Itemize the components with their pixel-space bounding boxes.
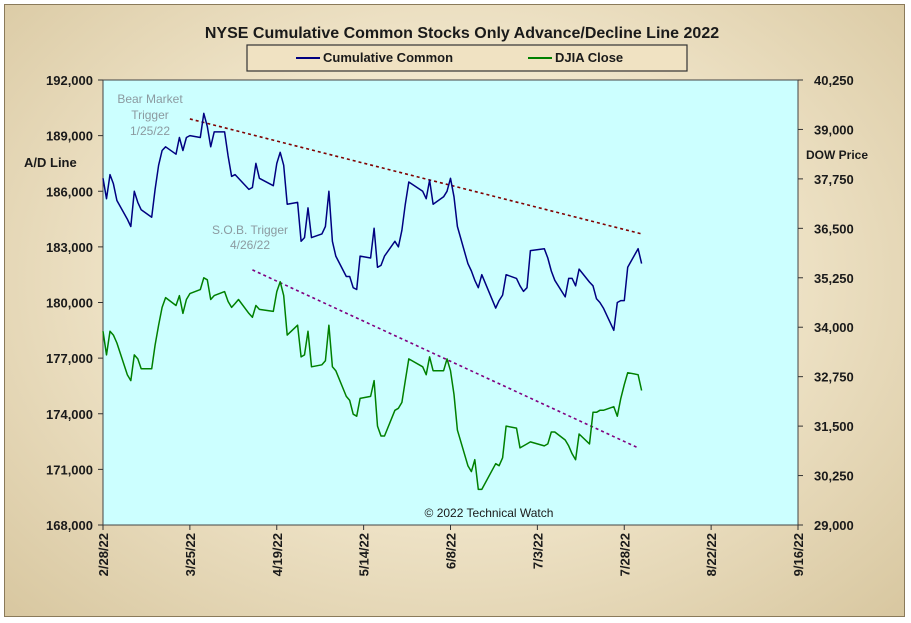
y-axis-label-right: DOW Price xyxy=(806,148,868,162)
x-tick-label: 4/19/22 xyxy=(270,533,285,576)
left-tick-label: 168,000 xyxy=(46,518,93,533)
right-tick-label: 29,000 xyxy=(814,518,854,533)
y-axis-label-left: A/D Line xyxy=(24,155,77,170)
x-tick-label: 7/3/22 xyxy=(530,533,545,569)
x-tick-label: 9/16/22 xyxy=(791,533,806,576)
right-tick-label: 36,500 xyxy=(814,221,854,236)
series-lines xyxy=(102,112,643,491)
x-tick-label: 7/28/22 xyxy=(617,533,632,576)
legend-label-djia-close: DJIA Close xyxy=(555,50,623,65)
right-tick-label: 30,250 xyxy=(814,469,854,484)
legend: Cumulative Common DJIA Close xyxy=(246,44,688,72)
right-tick-label: 31,500 xyxy=(814,419,854,434)
right-axis: 29,000 30,250 31,500 32,750 34,000 35,250 36,5… xyxy=(798,73,854,533)
annotation-bear-market-line-3: 1/25/22 xyxy=(130,124,170,138)
right-tick-label: 37,750 xyxy=(814,172,854,187)
plot-area xyxy=(102,79,799,526)
annotation-bear-market-line-1: Bear Market xyxy=(117,92,183,106)
left-tick-label: 183,000 xyxy=(46,240,93,255)
x-tick-label: 8/22/22 xyxy=(704,533,719,576)
trendline-2 xyxy=(252,269,639,449)
annotation-bear-market-trigger: Bear Market Trigger 1/25/22 xyxy=(117,92,183,138)
left-tick-label: 180,000 xyxy=(46,296,93,311)
right-tick-label: 39,000 xyxy=(814,122,854,137)
x-axis: 2/28/22 3/25/22 4/19/22 5/14/22 6/8/22 7/3/22… xyxy=(96,525,806,576)
x-tick-label: 3/25/22 xyxy=(183,533,198,576)
trendlines xyxy=(189,118,642,449)
copyright-credit: © 2022 Technical Watch xyxy=(425,506,554,520)
left-tick-label: 192,000 xyxy=(46,73,93,88)
x-tick-label: 5/14/22 xyxy=(357,533,372,576)
left-axis: 168,000 171,000 174,000 177,000 180,000 183,0… xyxy=(46,73,103,533)
left-tick-label: 177,000 xyxy=(46,351,93,366)
left-tick-label: 174,000 xyxy=(46,407,93,422)
annotation-bear-market-line-2: Trigger xyxy=(131,108,169,122)
left-tick-label: 186,000 xyxy=(46,184,93,199)
annotation-sob-trigger: S.O.B. Trigger 4/26/22 xyxy=(212,223,288,252)
series-line-cumulative-common xyxy=(102,112,643,332)
x-tick-label: 6/8/22 xyxy=(444,533,459,569)
annotation-sob-line-2: 4/26/22 xyxy=(230,238,270,252)
left-tick-label: 189,000 xyxy=(46,129,93,144)
legend-label-cumulative-common: Cumulative Common xyxy=(323,50,453,65)
chart-title: NYSE Cumulative Common Stocks Only Advan… xyxy=(205,25,719,42)
right-tick-label: 32,750 xyxy=(814,370,854,385)
right-tick-label: 34,000 xyxy=(814,320,854,335)
annotation-sob-line-1: S.O.B. Trigger xyxy=(212,223,288,237)
right-tick-label: 40,250 xyxy=(814,73,854,88)
right-tick-label: 35,250 xyxy=(814,271,854,286)
series-line-djia-close xyxy=(102,277,643,491)
x-tick-label: 2/28/22 xyxy=(96,533,111,576)
left-tick-label: 171,000 xyxy=(46,462,93,477)
